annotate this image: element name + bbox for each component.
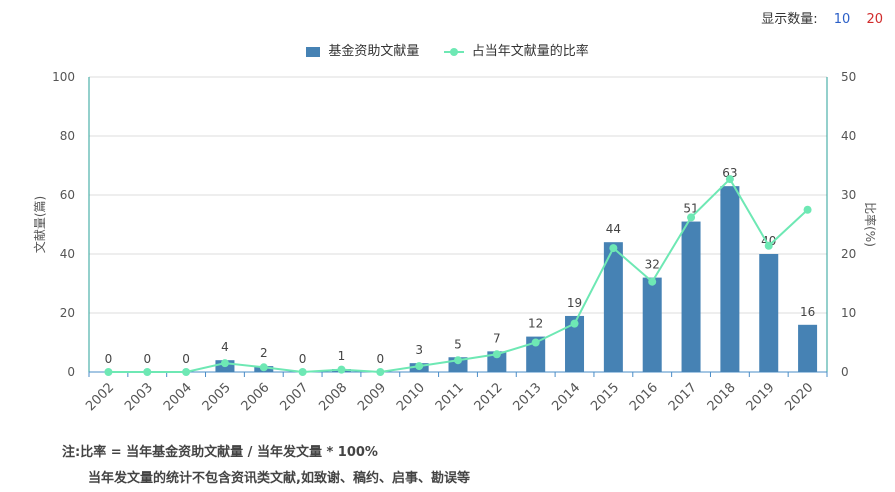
x-tick-label: 2018 — [705, 380, 739, 414]
ratio-point — [725, 175, 734, 184]
y-left-tick-label: 80 — [60, 129, 75, 143]
bar-data-label: 32 — [645, 258, 660, 272]
y-left-tick-label: 20 — [60, 306, 75, 320]
y-left-tick-label: 60 — [60, 188, 75, 202]
ratio-point — [570, 319, 579, 328]
y-right-tick-label: 40 — [841, 129, 856, 143]
bar-data-label: 0 — [143, 352, 151, 366]
ratio-point — [609, 244, 618, 253]
bar — [681, 221, 701, 372]
legend-line-swatch — [443, 47, 464, 57]
note-exclusions: 当年发文量的统计不包含资讯类文献,如致谢、稿约、启事、勘误等 — [88, 471, 470, 486]
bar-data-label: 2 — [260, 346, 268, 360]
ratio-point — [803, 205, 812, 214]
y-right-tick-label: 0 — [841, 365, 849, 379]
ratio-point — [259, 363, 268, 372]
y-left-tick-label: 0 — [67, 365, 75, 379]
bar — [487, 351, 507, 372]
x-tick-label: 2020 — [782, 380, 816, 414]
ratio-point — [376, 368, 385, 376]
x-tick-label: 2009 — [355, 380, 389, 414]
bar — [565, 315, 585, 372]
ratio-point — [220, 359, 229, 368]
ratio-point — [104, 368, 113, 376]
legend-line-label: 占当年文献量的比率 — [471, 44, 589, 59]
bar — [603, 242, 623, 372]
legend-item-line[interactable]: 占当年文献量的比率 — [443, 40, 589, 59]
ratio-point — [298, 368, 307, 376]
bar — [642, 277, 662, 372]
y-right-tick-label: 50 — [841, 70, 856, 84]
y-right-axis-title: 比率(%) — [863, 202, 878, 247]
bar-data-label: 63 — [722, 166, 737, 180]
ratio-point — [648, 277, 657, 286]
bar-data-label: 4 — [221, 340, 229, 354]
ratio-point — [764, 241, 773, 250]
bar — [526, 336, 546, 372]
bar-data-label: 19 — [567, 296, 582, 310]
bar-data-label: 1 — [338, 349, 346, 363]
ratio-point — [182, 368, 191, 376]
x-tick-label: 2012 — [472, 380, 506, 414]
y-right-tick-label: 10 — [841, 306, 856, 320]
x-tick-label: 2013 — [511, 380, 545, 414]
x-tick-label: 2019 — [744, 380, 778, 414]
chart-legend: 基金资助文献量 占当年文献量的比率 — [0, 40, 895, 59]
x-tick-label: 2003 — [122, 380, 156, 414]
x-tick-label: 2017 — [666, 380, 700, 414]
x-tick-label: 2010 — [394, 380, 428, 414]
x-tick-label: 2016 — [627, 380, 661, 414]
bar-data-label: 44 — [606, 222, 621, 236]
y-right-tick-label: 30 — [841, 188, 856, 202]
bar — [720, 186, 740, 372]
bar — [759, 254, 779, 372]
x-tick-label: 2007 — [277, 380, 311, 414]
bar-data-label: 0 — [299, 352, 307, 366]
ratio-point — [492, 350, 501, 359]
y-right-tick-label: 20 — [841, 247, 856, 261]
legend-bar-swatch — [306, 46, 321, 57]
ratio-point — [687, 213, 696, 222]
x-tick-label: 2014 — [549, 380, 583, 414]
legend-bar-label: 基金资助文献量 — [328, 44, 420, 59]
ratio-point — [143, 368, 152, 376]
bar-data-label: 3 — [415, 343, 423, 357]
bar-data-label: 5 — [454, 337, 462, 351]
note-ratio-formula: 注:比率 = 当年基金资助文献量 / 当年发文量 * 100% — [62, 445, 378, 460]
x-tick-label: 2004 — [161, 380, 195, 414]
bar-data-label: 7 — [493, 331, 501, 345]
y-left-tick-label: 100 — [52, 70, 75, 84]
x-tick-label: 2005 — [200, 380, 234, 414]
y-left-tick-label: 40 — [60, 247, 75, 261]
bar — [798, 324, 818, 372]
ratio-point — [415, 362, 424, 371]
bar-data-label: 51 — [683, 202, 698, 216]
ratio-point — [454, 356, 462, 365]
chart-notes: 注:比率 = 当年基金资助文献量 / 当年发文量 * 100% 当年发文量的统计… — [62, 440, 470, 492]
ratio-point — [337, 365, 346, 374]
display-count-20-option[interactable]: 20 — [866, 12, 883, 27]
bar-data-label: 12 — [528, 317, 543, 331]
bar-data-label: 16 — [800, 305, 815, 319]
y-left-axis-title: 文献量(篇) — [32, 196, 47, 253]
bar-data-label: 0 — [376, 352, 384, 366]
x-tick-label: 2002 — [83, 380, 117, 414]
x-tick-label: 2011 — [433, 380, 467, 414]
display-count-label: 显示数量: — [761, 12, 818, 27]
display-count-control: 显示数量: 10 20 — [761, 8, 883, 27]
x-tick-label: 2008 — [316, 380, 350, 414]
bar-data-label: 0 — [105, 352, 113, 366]
legend-item-bar[interactable]: 基金资助文献量 — [306, 40, 419, 59]
bar-data-label: 0 — [182, 352, 190, 366]
x-tick-label: 2015 — [588, 380, 622, 414]
x-tick-label: 2006 — [239, 380, 273, 414]
ratio-point — [531, 338, 540, 347]
display-count-10-option[interactable]: 10 — [833, 12, 851, 27]
